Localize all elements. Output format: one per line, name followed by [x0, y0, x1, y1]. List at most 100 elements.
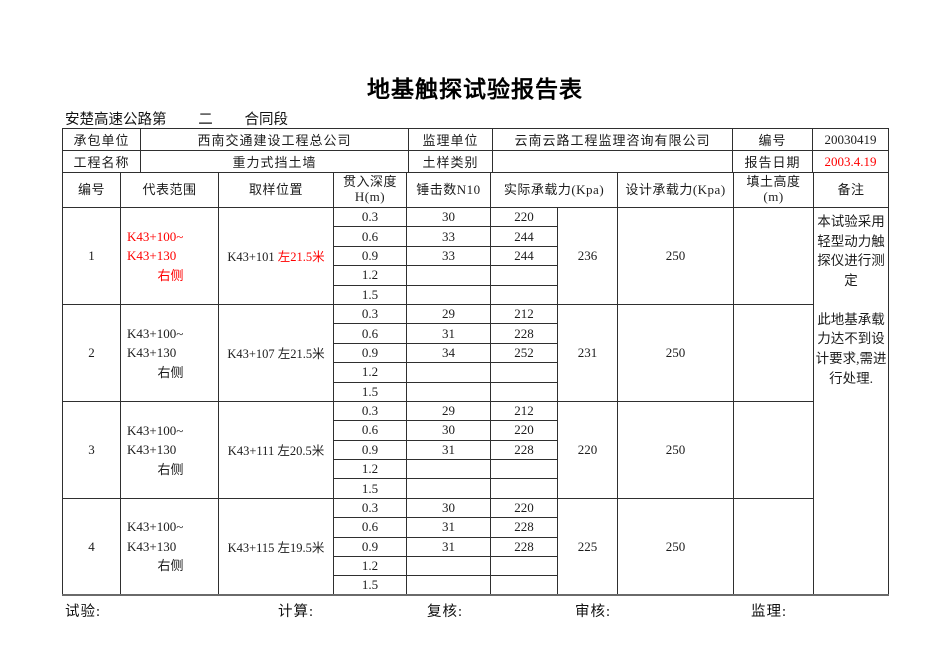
hammer-count: [406, 381, 491, 402]
block3-row2: 0.6 30 220: [63, 420, 889, 441]
actual-capacity: [490, 575, 558, 596]
depth-value: 0.3: [333, 497, 407, 519]
col-header-fill: 填土高度 (m): [733, 172, 815, 208]
actual-capacity: 220: [490, 497, 558, 519]
depth-value: 1.5: [333, 381, 407, 402]
block3-row1: 3 K43+100~ K43+130 右侧 K43+111 左20.5米 0.3…: [62, 400, 889, 499]
actual-capacity: 228: [490, 517, 558, 538]
info-row-2: 工程名称 重力式挡土墙 土样类别 报告日期 2003.4.19: [62, 150, 889, 173]
actual-capacity: [490, 381, 558, 402]
design-capacity: 250: [617, 497, 735, 596]
sampling-location: K43+107 左21.5米: [218, 303, 334, 402]
info-table: 承包单位 西南交通建设工程总公司 监理单位 云南云路工程监理咨询有限公司 编号 …: [62, 128, 889, 173]
block3-row4: 1.2: [63, 459, 889, 480]
project-value: 重力式挡土墙: [140, 150, 409, 173]
block4-row3: 0.9 31 228: [63, 536, 889, 558]
report-no-value: 20030419: [812, 128, 889, 151]
fill-height: [733, 497, 815, 596]
col-header-actual: 实际承载力(Kpa): [489, 172, 619, 208]
depth-value: 1.5: [333, 284, 407, 305]
hammer-count: 30: [406, 206, 491, 228]
block2-row4: 1.2: [63, 362, 889, 383]
fill-height: [733, 303, 815, 402]
block4-row4: 1.2: [63, 556, 889, 577]
hammer-count: 29: [406, 303, 491, 325]
hammer-count: [406, 478, 491, 499]
sampling-location: K43+111 左20.5米: [218, 400, 334, 499]
depth-value: 1.2: [333, 459, 407, 480]
hammer-count: 33: [406, 226, 491, 247]
depth-value: 0.6: [333, 517, 407, 538]
contract-suffix: 合同段: [244, 112, 289, 128]
hammer-count: 31: [406, 536, 491, 558]
actual-capacity: 252: [490, 342, 558, 364]
hammer-count: 31: [406, 439, 491, 461]
fill-height: [733, 207, 815, 305]
representative-range: K43+100~ K43+130 右侧: [120, 207, 219, 305]
actual-capacity: 212: [490, 303, 558, 325]
actual-capacity: 228: [490, 536, 558, 558]
design-capacity: 250: [617, 207, 735, 305]
block2-row5: 1.5: [63, 381, 889, 402]
col-header-design: 设计承载力(Kpa): [617, 172, 735, 208]
block2-row1: 2 K43+100~ K43+130 右侧 K43+107 左21.5米 0.3…: [62, 303, 889, 402]
depth-value: 0.9: [333, 536, 407, 558]
hammer-count: 29: [406, 400, 491, 422]
test-no: 1: [62, 207, 121, 305]
fill-height: [733, 400, 815, 499]
depth-value: 0.3: [333, 206, 407, 228]
supervisor-value: 云南云路工程监理咨询有限公司: [492, 128, 733, 151]
supervisor-label: 监理单位: [408, 128, 493, 151]
report-date-label: 报告日期: [732, 150, 813, 173]
contract-number-blank: 二: [166, 113, 245, 129]
block4-row2: 0.6 31 228: [63, 517, 889, 538]
block3-row3: 0.9 31 228: [63, 439, 889, 461]
avg-capacity: 231: [556, 303, 619, 402]
contract-section-line: 安楚高速公路第二合同段: [65, 108, 288, 129]
depth-value: 0.3: [333, 400, 407, 422]
test-no: 3: [62, 400, 121, 499]
col-header-range: 代表范围: [120, 172, 219, 208]
representative-range: K43+100~ K43+130 右侧: [120, 497, 219, 596]
col-header-hammer: 锤击数N10: [406, 172, 491, 208]
test-no: 4: [62, 497, 121, 596]
actual-capacity: 228: [490, 323, 558, 344]
block2-row2: 0.6 31 228: [63, 323, 889, 344]
supervisor-signature-label: 监理:: [751, 604, 788, 620]
block1-row3: 0.9 33 244: [63, 245, 889, 267]
sample-type-label: 土样类别: [408, 150, 493, 173]
hammer-count: 31: [406, 517, 491, 538]
depth-value: 0.6: [333, 323, 407, 344]
depth-value: 1.5: [333, 575, 407, 596]
depth-value: 1.2: [333, 556, 407, 577]
hammer-count: 31: [406, 323, 491, 344]
col-header-location: 取样位置: [218, 172, 334, 208]
col-header-remark: 备注: [813, 172, 890, 208]
hammer-count: 34: [406, 342, 491, 364]
block4-row1: 4 K43+100~ K43+130 右侧 K43+115 左19.5米 0.3…: [62, 497, 889, 596]
design-capacity: 250: [617, 303, 735, 402]
hammer-count: [406, 556, 491, 577]
block1-row1: 1 K43+100~ K43+130 右侧 K43+101 左21.5米 0.3…: [62, 206, 890, 596]
actual-capacity: [490, 478, 558, 499]
depth-value: 1.2: [333, 265, 407, 286]
avg-capacity: 225: [556, 497, 619, 596]
project-label: 工程名称: [62, 150, 141, 173]
block3-row5: 1.5: [63, 478, 889, 499]
checker-signature-label: 复核:: [427, 604, 464, 620]
contract-prefix: 安楚高速公路第: [65, 112, 167, 128]
design-capacity: 250: [617, 400, 735, 499]
actual-capacity: 220: [490, 206, 558, 228]
block4-row5: 1.5: [63, 575, 889, 596]
tester-signature-label: 试验:: [65, 604, 102, 620]
depth-value: 0.3: [333, 303, 407, 325]
sampling-location: K43+115 左19.5米: [218, 497, 334, 596]
hammer-count: [406, 284, 491, 305]
block1-row5: 1.5: [63, 284, 889, 305]
actual-capacity: [490, 265, 558, 286]
representative-range: K43+100~ K43+130 右侧: [120, 400, 219, 499]
test-no: 2: [62, 303, 121, 402]
test-data-table: 编号 代表范围 取样位置 贯入深度 H(m) 锤击数N10 实际承载力(Kpa)…: [62, 172, 890, 597]
actual-capacity: [490, 459, 558, 480]
